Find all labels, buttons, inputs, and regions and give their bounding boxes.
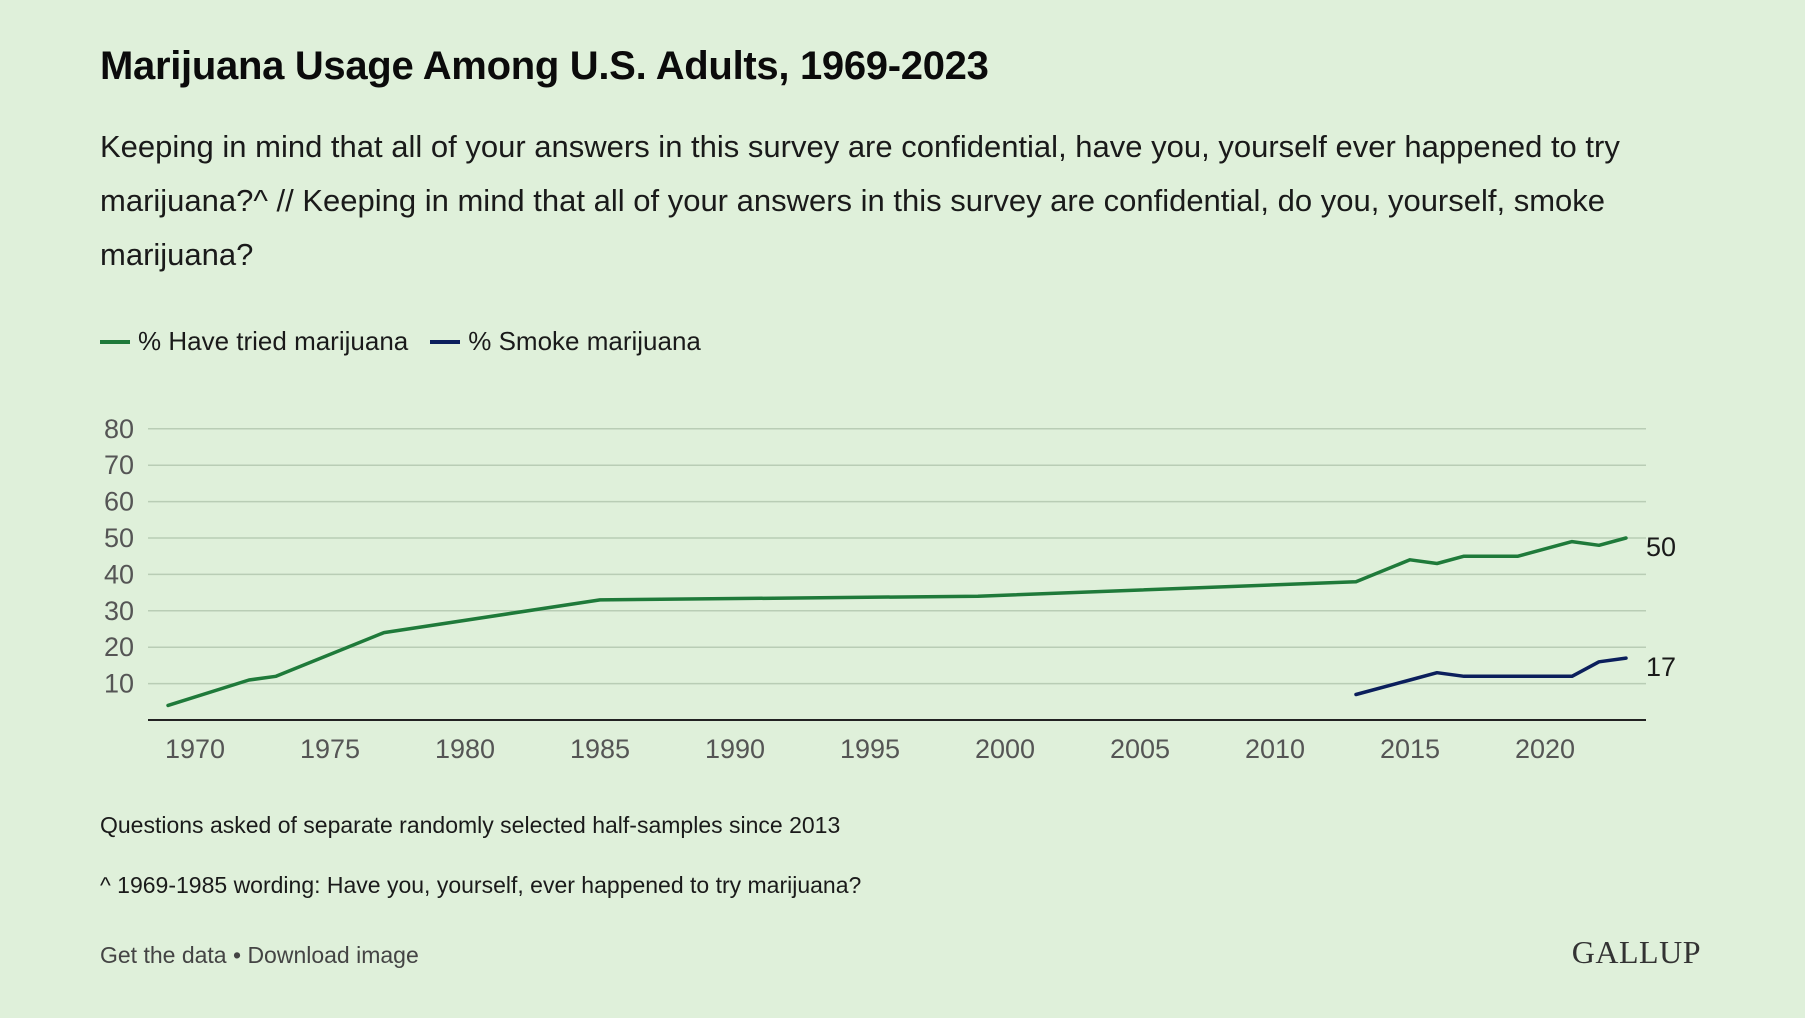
chart-title: Marijuana Usage Among U.S. Adults, 1969-…	[100, 44, 989, 88]
x-tick-label: 1975	[300, 734, 360, 764]
legend-swatch-tried	[100, 339, 130, 344]
y-tick-label: 10	[104, 669, 134, 699]
y-tick-label: 80	[104, 414, 134, 444]
x-tick-label: 1990	[705, 734, 765, 764]
x-tick-label: 1985	[570, 734, 630, 764]
y-tick-label: 30	[104, 596, 134, 626]
y-tick-label: 70	[104, 450, 134, 480]
footnote-half-samples: Questions asked of separate randomly sel…	[100, 812, 841, 838]
end-label-0: 50	[1646, 532, 1676, 562]
end-label-1: 17	[1646, 652, 1676, 682]
footnote-wording: ^ 1969-1985 wording: Have you, yourself,…	[100, 872, 862, 898]
x-tick-label: 1980	[435, 734, 495, 764]
series-line-1	[1354, 656, 1628, 697]
chart-subtitle: Keeping in mind that all of your answers…	[100, 129, 1620, 272]
gallup-logo: GALLUP	[1571, 934, 1701, 970]
grid-lines	[148, 428, 1646, 685]
y-tick-label: 60	[104, 487, 134, 517]
footer-links: Get the data • Download image	[100, 942, 419, 969]
x-tick-label: 1970	[165, 734, 225, 764]
x-tick-label: 2020	[1515, 734, 1575, 764]
legend: % Have tried marijuana % Smoke marijuana	[100, 326, 701, 357]
y-tick-label: 50	[104, 523, 134, 553]
x-tick-label: 2000	[975, 734, 1035, 764]
x-axis-ticks: 1970 1975 1980 1985 1990 1995 2000 2005 2010 2015…	[165, 734, 1575, 764]
end-labels: 50 17	[1646, 532, 1676, 682]
x-tick-label: 2005	[1110, 734, 1170, 764]
legend-item-tried: % Have tried marijuana	[100, 326, 408, 357]
x-tick-label: 2015	[1380, 734, 1440, 764]
series-lines	[166, 536, 1628, 708]
y-axis-ticks: 10 20 30 40 50 60 70 80	[104, 414, 134, 699]
legend-item-smoke: % Smoke marijuana	[430, 326, 701, 357]
x-tick-label: 2010	[1245, 734, 1305, 764]
download-image-link[interactable]: Download image	[247, 942, 419, 968]
legend-label-smoke: % Smoke marijuana	[468, 326, 701, 356]
series-line-0	[166, 536, 1628, 708]
footer-separator: •	[226, 942, 248, 968]
legend-label-tried: % Have tried marijuana	[138, 326, 409, 356]
legend-swatch-smoke	[430, 339, 461, 344]
y-tick-label: 40	[104, 559, 134, 589]
get-data-link[interactable]: Get the data	[100, 942, 227, 968]
x-tick-label: 1995	[840, 734, 900, 764]
y-tick-label: 20	[104, 632, 134, 662]
